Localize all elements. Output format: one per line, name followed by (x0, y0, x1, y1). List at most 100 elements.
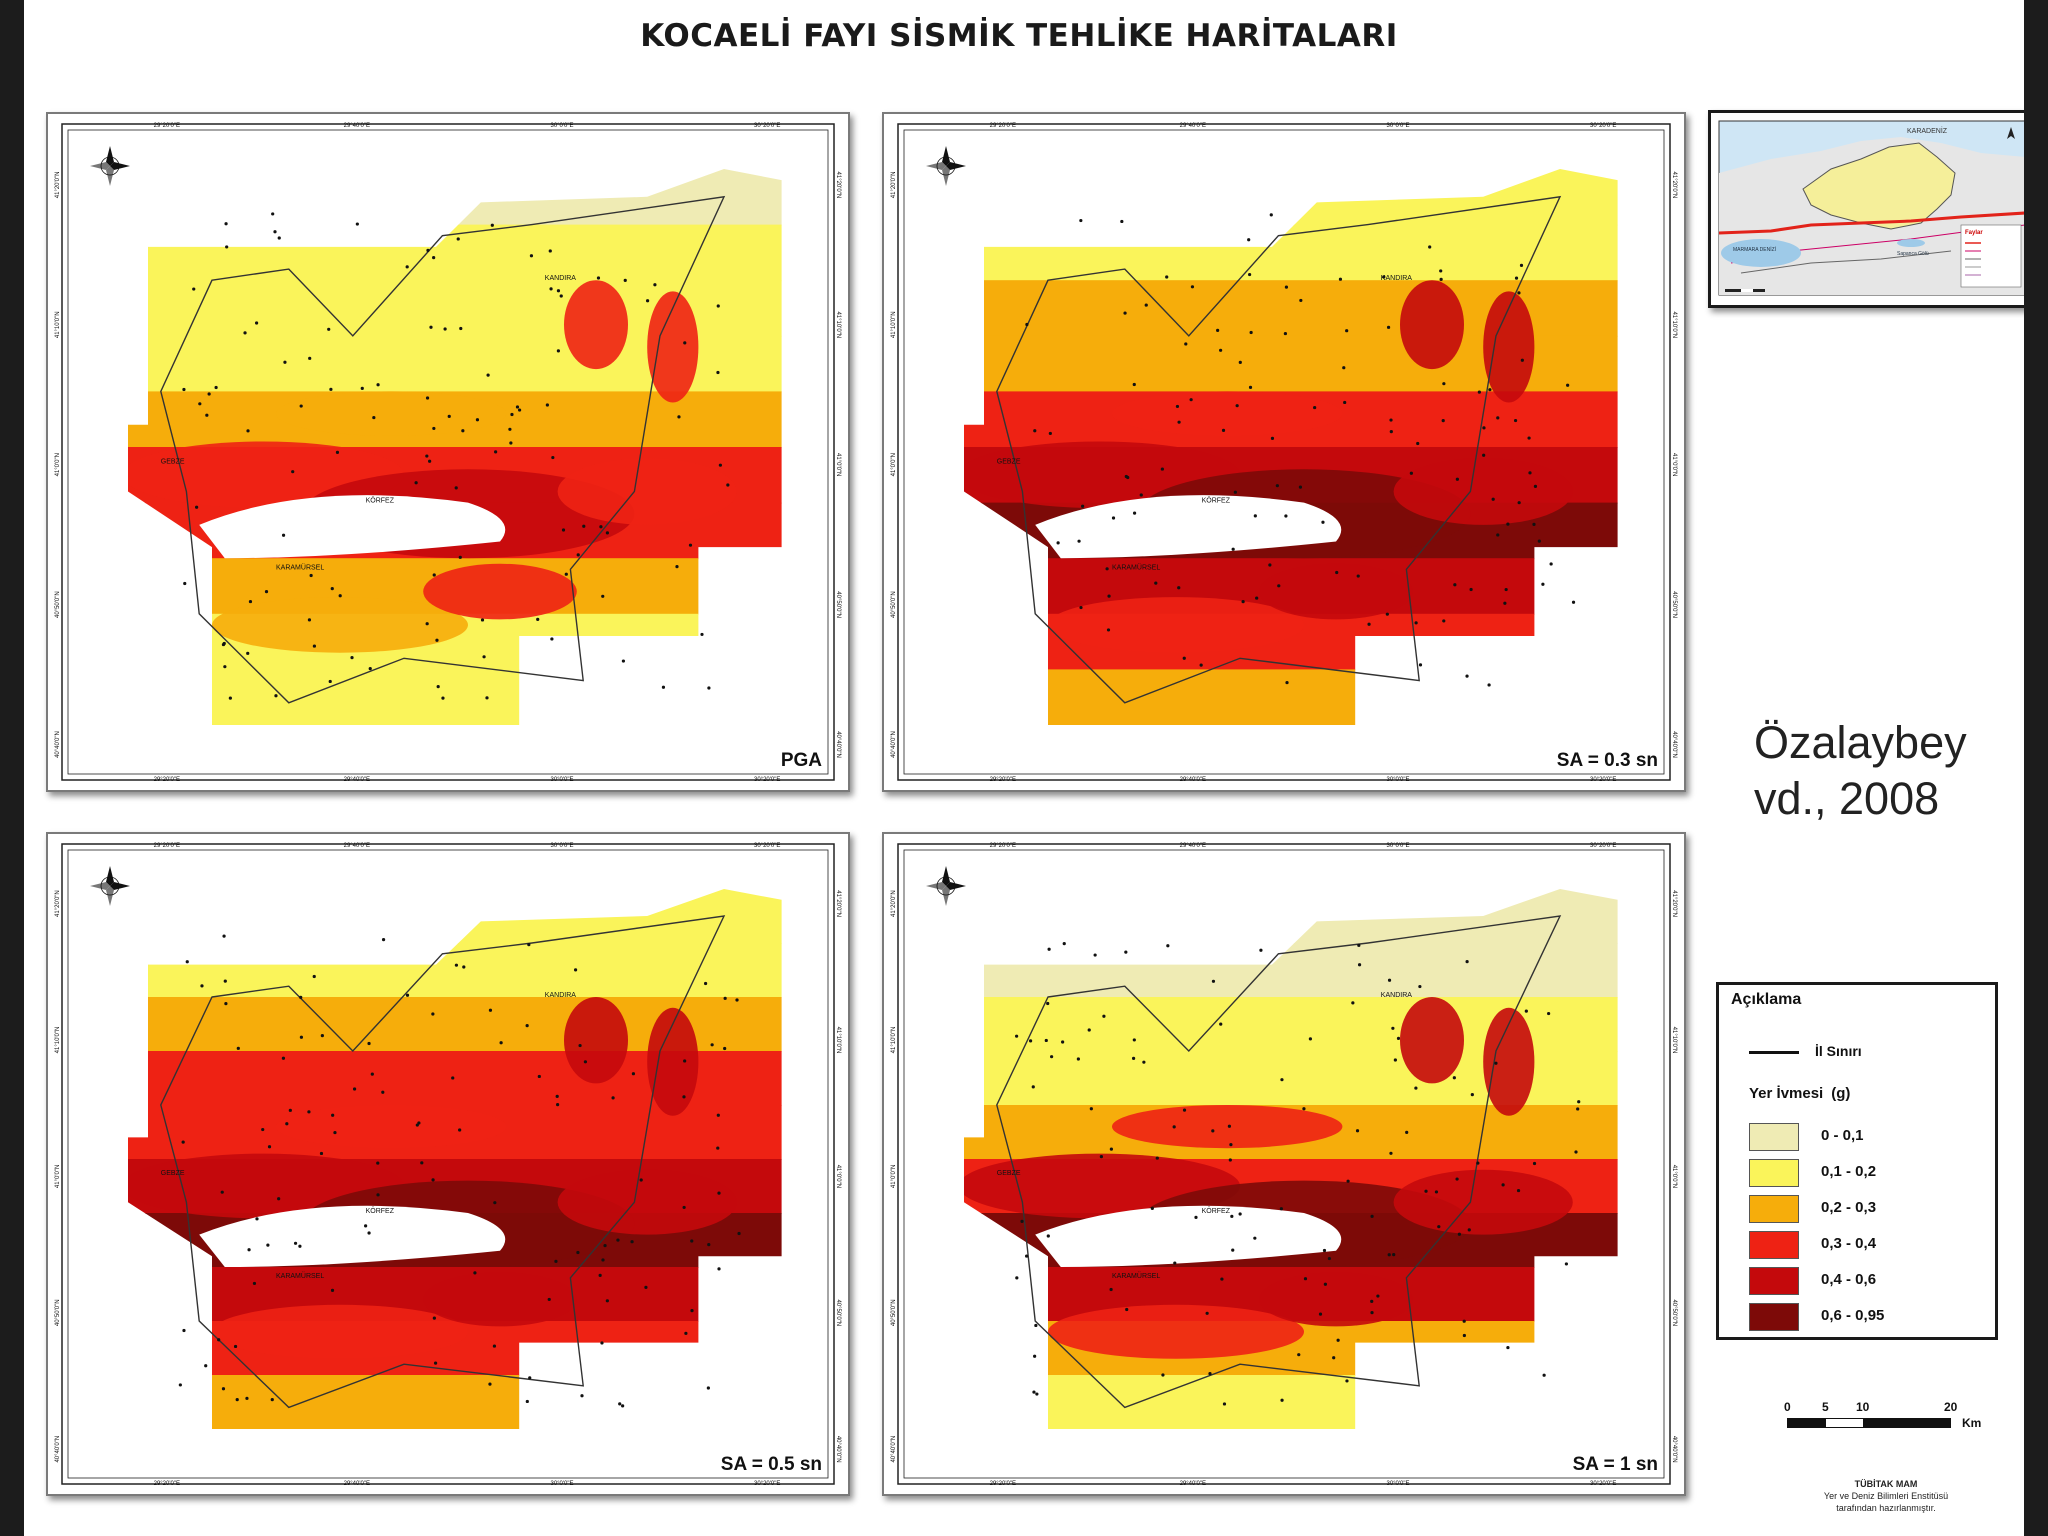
graticule-label: 41°10'0"N (835, 311, 841, 338)
legend-item: 0,1 - 0,2 (1749, 1159, 1979, 1187)
place-label-kandira: KANDIRA (1381, 992, 1412, 999)
hazard-map: KANDIRA KÖRFEZ KARAMÜRSEL GEBZE 29°20'0"E 29°… (891, 843, 1677, 1487)
legend-item: 0,4 - 0,6 (1749, 1267, 1979, 1295)
legend-range: 0 - 0,1 (1821, 1127, 1864, 1144)
legend-subtitle-text: Yer İvmesi (1749, 1085, 1824, 1102)
graticule-label: 30°20'0"E (1590, 1481, 1616, 1487)
place-label-kandira: KANDIRA (545, 992, 576, 999)
legend-range: 0,4 - 0,6 (1821, 1271, 1877, 1288)
graticule-label: 29°20'0"E (154, 123, 180, 129)
graticule-label: 30°20'0"E (754, 843, 780, 849)
legend-item: 0,3 - 0,4 (1749, 1231, 1979, 1259)
graticule-label: 29°40'0"E (344, 1481, 370, 1487)
graticule-label: 30°0'0"E (550, 843, 573, 849)
legend-range: 0,2 - 0,3 (1821, 1199, 1877, 1216)
panel-label: SA = 1 sn (1572, 1454, 1658, 1475)
map-panel-sa-1: KANDIRA KÖRFEZ KARAMÜRSEL GEBZE 29°20'0"E 29°… (882, 832, 1686, 1496)
legend-swatch (1749, 1195, 1799, 1223)
graticule-label: 40°50'0"N (891, 591, 897, 618)
graticule-label: 41°10'0"N (891, 1027, 897, 1054)
scale-segment (1825, 1418, 1864, 1428)
location-inset-map: KARADENİZ MARMARA DENİZİ Sapanca Gölü Fa… (1708, 110, 2024, 308)
legend-boundary-label: İl Sınırı (1815, 1043, 1862, 1059)
graticule-label: 41°20'0"N (891, 172, 897, 199)
scale-unit: Km (1962, 1416, 1982, 1430)
graticule-label: 41°0'0"N (891, 1165, 897, 1188)
legend-boundary-entry: İl Sınırı (1749, 1043, 2009, 1063)
graticule-label: 41°0'0"N (835, 1165, 841, 1188)
graticule-label: 29°20'0"E (154, 777, 180, 783)
graticule-label: 41°0'0"N (891, 453, 897, 476)
place-label-karamursel: KARAMÜRSEL (276, 1272, 324, 1280)
inset-sea-label: KARADENİZ (1907, 126, 1948, 135)
place-label-karamursel: KARAMÜRSEL (1112, 1272, 1160, 1280)
north-arrow-icon (90, 146, 130, 186)
graticule-label: 41°0'0"N (55, 1165, 61, 1188)
graticule-label: 29°20'0"E (154, 1481, 180, 1487)
credit: TÜBİTAK MAM Yer ve Deniz Bilimleri Ensti… (1776, 1478, 1996, 1514)
inset-north-arrow-icon (2007, 127, 2015, 139)
graticule-label: 29°40'0"E (344, 123, 370, 129)
citation-author: Özalaybey (1754, 717, 1967, 768)
graticule-label: 30°0'0"E (550, 1481, 573, 1487)
graticule-label: 41°10'0"N (55, 311, 61, 338)
graticule-label: 29°40'0"E (1180, 1481, 1206, 1487)
north-arrow-icon (926, 146, 966, 186)
citation-year: vd., 2008 (1754, 773, 1940, 824)
map-legend: Açıklama İl Sınırı Yer İvmesi (g) 0 - 0,1… (1716, 982, 1998, 1340)
graticule-label: 30°0'0"E (1386, 123, 1409, 129)
place-label-karamursel: KARAMÜRSEL (276, 563, 324, 571)
north-arrow-icon (90, 866, 130, 906)
place-label-kandira: KANDIRA (545, 275, 576, 282)
place-label-korfez: KÖRFEZ (366, 497, 395, 505)
place-label-gebze: GEBZE (997, 459, 1021, 466)
graticule-label: 41°20'0"N (891, 890, 897, 917)
panel-label: PGA (780, 750, 822, 771)
north-arrow-icon (926, 866, 966, 906)
legend-range: 0,6 - 0,95 (1821, 1307, 1885, 1324)
credit-line: Yer ve Deniz Bilimleri Enstitüsü (1823, 1491, 1949, 1501)
graticule-label: 41°0'0"N (1671, 453, 1677, 476)
hazard-map: KANDIRA KÖRFEZ KARAMÜRSEL GEBZE 29°20'0"E 29°… (891, 123, 1677, 783)
legend-item: 0 - 0,1 (1749, 1123, 1979, 1151)
credit-line: tarafından hazırlanmıştır. (1836, 1503, 1936, 1513)
hazard-map: KANDIRA KÖRFEZ KARAMÜRSEL GEBZE 29°20'0"E 29°… (55, 843, 841, 1487)
legend-subtitle: Yer İvmesi (g) (1749, 1085, 1850, 1102)
map-panel-sa-0-3: KANDIRA KÖRFEZ KARAMÜRSEL GEBZE 29°20'0"E 29°… (882, 112, 1686, 792)
graticule-label: 30°20'0"E (1590, 123, 1616, 129)
graticule-label: 29°40'0"E (1180, 843, 1206, 849)
graticule-label: 41°20'0"N (835, 172, 841, 199)
graticule-label: 41°20'0"N (1671, 890, 1677, 917)
place-label-korfez: KÖRFEZ (366, 1207, 395, 1215)
graticule-label: 29°20'0"E (154, 843, 180, 849)
map-panel-sa-0-5: KANDIRA KÖRFEZ KARAMÜRSEL GEBZE 29°20'0"E 29°… (46, 832, 850, 1496)
inset-fault-legend-title: Faylar (1965, 230, 1983, 236)
graticule-label: 41°0'0"N (55, 453, 61, 476)
panel-label: SA = 0.5 sn (720, 1454, 822, 1475)
graticule-label: 41°0'0"N (1671, 1165, 1677, 1188)
graticule-label: 40°50'0"N (891, 1299, 897, 1326)
inset-lake-label: Sapanca Gölü (1897, 251, 1929, 257)
graticule-label: 41°10'0"N (55, 1027, 61, 1054)
graticule-label: 30°20'0"E (1590, 843, 1616, 849)
graticule-label: 29°40'0"E (344, 777, 370, 783)
place-label-karamursel: KARAMÜRSEL (1112, 563, 1160, 571)
place-label-gebze: GEBZE (161, 1170, 185, 1177)
graticule-label: 40°50'0"N (55, 591, 61, 618)
scale-tick: 20 (1944, 1400, 1958, 1414)
graticule-label: 29°40'0"E (1180, 777, 1206, 783)
graticule-label: 40°50'0"N (1671, 1299, 1677, 1326)
place-label-korfez: KÖRFEZ (1202, 497, 1231, 505)
legend-title: Açıklama (1731, 991, 1802, 1008)
graticule-label: 40°40'0"N (1671, 731, 1677, 758)
inset-marmara-label: MARMARA DENİZİ (1733, 246, 1776, 253)
graticule-label: 30°20'0"E (754, 777, 780, 783)
boundary-line-icon (1749, 1051, 1799, 1054)
graticule-label: 40°40'0"N (891, 1436, 897, 1463)
graticule-label: 30°0'0"E (550, 777, 573, 783)
legend-item: 0,6 - 0,95 (1749, 1303, 1979, 1331)
graticule-label: 40°40'0"N (891, 731, 897, 758)
graticule-label: 40°40'0"N (55, 1436, 61, 1463)
graticule-label: 40°50'0"N (835, 591, 841, 618)
legend-swatch (1749, 1303, 1799, 1331)
